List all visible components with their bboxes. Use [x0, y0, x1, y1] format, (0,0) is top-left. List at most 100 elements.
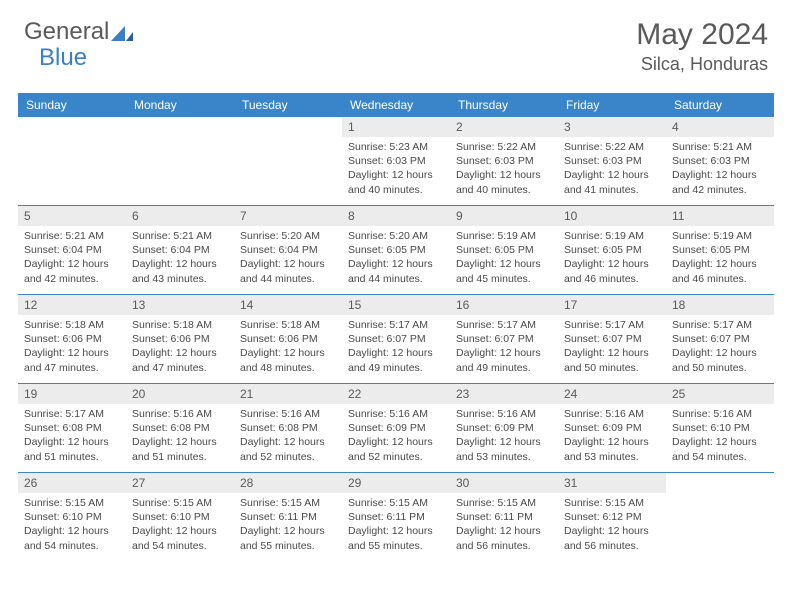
day-details: Sunrise: 5:20 AMSunset: 6:04 PMDaylight:…	[234, 226, 342, 292]
sunset-line: Sunset: 6:09 PM	[348, 421, 444, 435]
day-cell: 17Sunrise: 5:17 AMSunset: 6:07 PMDayligh…	[558, 295, 666, 383]
sunrise-line: Sunrise: 5:23 AM	[348, 140, 444, 154]
day-details: Sunrise: 5:17 AMSunset: 6:07 PMDaylight:…	[666, 315, 774, 381]
day-number: 14	[234, 295, 342, 315]
day-number: 5	[18, 206, 126, 226]
day-details: Sunrise: 5:21 AMSunset: 6:04 PMDaylight:…	[126, 226, 234, 292]
day-cell: 10Sunrise: 5:19 AMSunset: 6:05 PMDayligh…	[558, 206, 666, 294]
day-cell: 31Sunrise: 5:15 AMSunset: 6:12 PMDayligh…	[558, 473, 666, 561]
sunset-line: Sunset: 6:11 PM	[456, 510, 552, 524]
sunset-line: Sunset: 6:05 PM	[456, 243, 552, 257]
day-details: Sunrise: 5:18 AMSunset: 6:06 PMDaylight:…	[18, 315, 126, 381]
daylight-line: Daylight: 12 hours and 53 minutes.	[456, 435, 552, 463]
sunset-line: Sunset: 6:08 PM	[240, 421, 336, 435]
sunset-line: Sunset: 6:05 PM	[672, 243, 768, 257]
sunset-line: Sunset: 6:11 PM	[348, 510, 444, 524]
empty-cell	[666, 473, 774, 561]
day-number: 15	[342, 295, 450, 315]
sunset-line: Sunset: 6:10 PM	[132, 510, 228, 524]
day-details: Sunrise: 5:15 AMSunset: 6:12 PMDaylight:…	[558, 493, 666, 559]
daylight-line: Daylight: 12 hours and 44 minutes.	[348, 257, 444, 285]
dayname-wednesday: Wednesday	[342, 93, 450, 117]
day-cell: 4Sunrise: 5:21 AMSunset: 6:03 PMDaylight…	[666, 117, 774, 205]
sunset-line: Sunset: 6:07 PM	[456, 332, 552, 346]
sunset-line: Sunset: 6:06 PM	[132, 332, 228, 346]
daylight-line: Daylight: 12 hours and 54 minutes.	[132, 524, 228, 552]
brand-part1: General	[24, 18, 109, 46]
daylight-line: Daylight: 12 hours and 56 minutes.	[564, 524, 660, 552]
day-details: Sunrise: 5:15 AMSunset: 6:11 PMDaylight:…	[450, 493, 558, 559]
day-number: 17	[558, 295, 666, 315]
sunrise-line: Sunrise: 5:17 AM	[456, 318, 552, 332]
day-number: 30	[450, 473, 558, 493]
sunrise-line: Sunrise: 5:16 AM	[132, 407, 228, 421]
day-number	[126, 117, 234, 135]
day-cell: 23 Sunrise: 5:16 AMSunset: 6:09 PMDayligh…	[450, 384, 558, 472]
week-row: 12Sunrise: 5:18 AMSunset: 6:06 PMDayligh…	[18, 294, 774, 383]
day-number: 26	[18, 473, 126, 493]
day-details: Sunrise: 5:19 AMSunset: 6:05 PMDaylight:…	[450, 226, 558, 292]
sunset-line: Sunset: 6:07 PM	[672, 332, 768, 346]
sunrise-line: Sunrise: 5:16 AM	[456, 407, 552, 421]
sunset-line: Sunset: 6:03 PM	[564, 154, 660, 168]
day-number: 16	[450, 295, 558, 315]
daylight-line: Daylight: 12 hours and 45 minutes.	[456, 257, 552, 285]
sunrise-line: Sunrise: 5:19 AM	[564, 229, 660, 243]
daylight-line: Daylight: 12 hours and 51 minutes.	[24, 435, 120, 463]
day-number: 12	[18, 295, 126, 315]
sunrise-line: Sunrise: 5:17 AM	[24, 407, 120, 421]
daylight-line: Daylight: 12 hours and 50 minutes.	[564, 346, 660, 374]
sunrise-line: Sunrise: 5:17 AM	[672, 318, 768, 332]
sunrise-line: Sunrise: 5:18 AM	[24, 318, 120, 332]
sunrise-line: Sunrise: 5:15 AM	[24, 496, 120, 510]
sunrise-line: Sunrise: 5:19 AM	[672, 229, 768, 243]
day-cell: 2Sunrise: 5:22 AMSunset: 6:03 PMDaylight…	[450, 117, 558, 205]
day-details: Sunrise: 5:16 AMSunset: 6:08 PMDaylight:…	[234, 404, 342, 470]
day-details: Sunrise: 5:15 AMSunset: 6:11 PMDaylight:…	[342, 493, 450, 559]
day-number	[234, 117, 342, 135]
month-title: May 2024	[636, 18, 768, 52]
day-cell: 19Sunrise: 5:17 AMSunset: 6:08 PMDayligh…	[18, 384, 126, 472]
day-number: 23	[450, 384, 558, 404]
sunset-line: Sunset: 6:05 PM	[564, 243, 660, 257]
dayname-friday: Friday	[558, 93, 666, 117]
day-details: Sunrise: 5:16 AMSunset: 6:09 PMDaylight:…	[342, 404, 450, 470]
day-number: 28	[234, 473, 342, 493]
page-header: General May 2024 Silca, Honduras	[0, 0, 792, 83]
daylight-line: Daylight: 12 hours and 56 minutes.	[456, 524, 552, 552]
day-cell: 11Sunrise: 5:19 AMSunset: 6:05 PMDayligh…	[666, 206, 774, 294]
day-details: Sunrise: 5:21 AMSunset: 6:03 PMDaylight:…	[666, 137, 774, 203]
day-number: 24	[558, 384, 666, 404]
day-details: Sunrise: 5:19 AMSunset: 6:05 PMDaylight:…	[666, 226, 774, 292]
sunset-line: Sunset: 6:04 PM	[132, 243, 228, 257]
sunrise-line: Sunrise: 5:20 AM	[240, 229, 336, 243]
daylight-line: Daylight: 12 hours and 55 minutes.	[240, 524, 336, 552]
day-number: 18	[666, 295, 774, 315]
day-number: 2	[450, 117, 558, 137]
daylight-line: Daylight: 12 hours and 40 minutes.	[348, 168, 444, 196]
sunset-line: Sunset: 6:09 PM	[456, 421, 552, 435]
day-number: 25	[666, 384, 774, 404]
day-cell: 27Sunrise: 5:15 AMSunset: 6:10 PMDayligh…	[126, 473, 234, 561]
sunset-line: Sunset: 6:11 PM	[240, 510, 336, 524]
brand-part2: Blue	[39, 44, 87, 72]
day-number: 7	[234, 206, 342, 226]
day-number: 29	[342, 473, 450, 493]
sunrise-line: Sunrise: 5:17 AM	[348, 318, 444, 332]
empty-cell	[126, 117, 234, 205]
daylight-line: Daylight: 12 hours and 54 minutes.	[24, 524, 120, 552]
day-cell: 28Sunrise: 5:15 AMSunset: 6:11 PMDayligh…	[234, 473, 342, 561]
day-cell: 6Sunrise: 5:21 AMSunset: 6:04 PMDaylight…	[126, 206, 234, 294]
sunset-line: Sunset: 6:07 PM	[564, 332, 660, 346]
day-cell: 30Sunrise: 5:15 AMSunset: 6:11 PMDayligh…	[450, 473, 558, 561]
sunset-line: Sunset: 6:07 PM	[348, 332, 444, 346]
daylight-line: Daylight: 12 hours and 48 minutes.	[240, 346, 336, 374]
sunrise-line: Sunrise: 5:18 AM	[132, 318, 228, 332]
week-row: 19Sunrise: 5:17 AMSunset: 6:08 PMDayligh…	[18, 383, 774, 472]
day-cell: 3Sunrise: 5:22 AMSunset: 6:03 PMDaylight…	[558, 117, 666, 205]
sunset-line: Sunset: 6:10 PM	[672, 421, 768, 435]
day-cell: 1Sunrise: 5:23 AMSunset: 6:03 PMDaylight…	[342, 117, 450, 205]
day-cell: 20Sunrise: 5:16 AMSunset: 6:08 PMDayligh…	[126, 384, 234, 472]
sunrise-line: Sunrise: 5:21 AM	[672, 140, 768, 154]
dayname-tuesday: Tuesday	[234, 93, 342, 117]
